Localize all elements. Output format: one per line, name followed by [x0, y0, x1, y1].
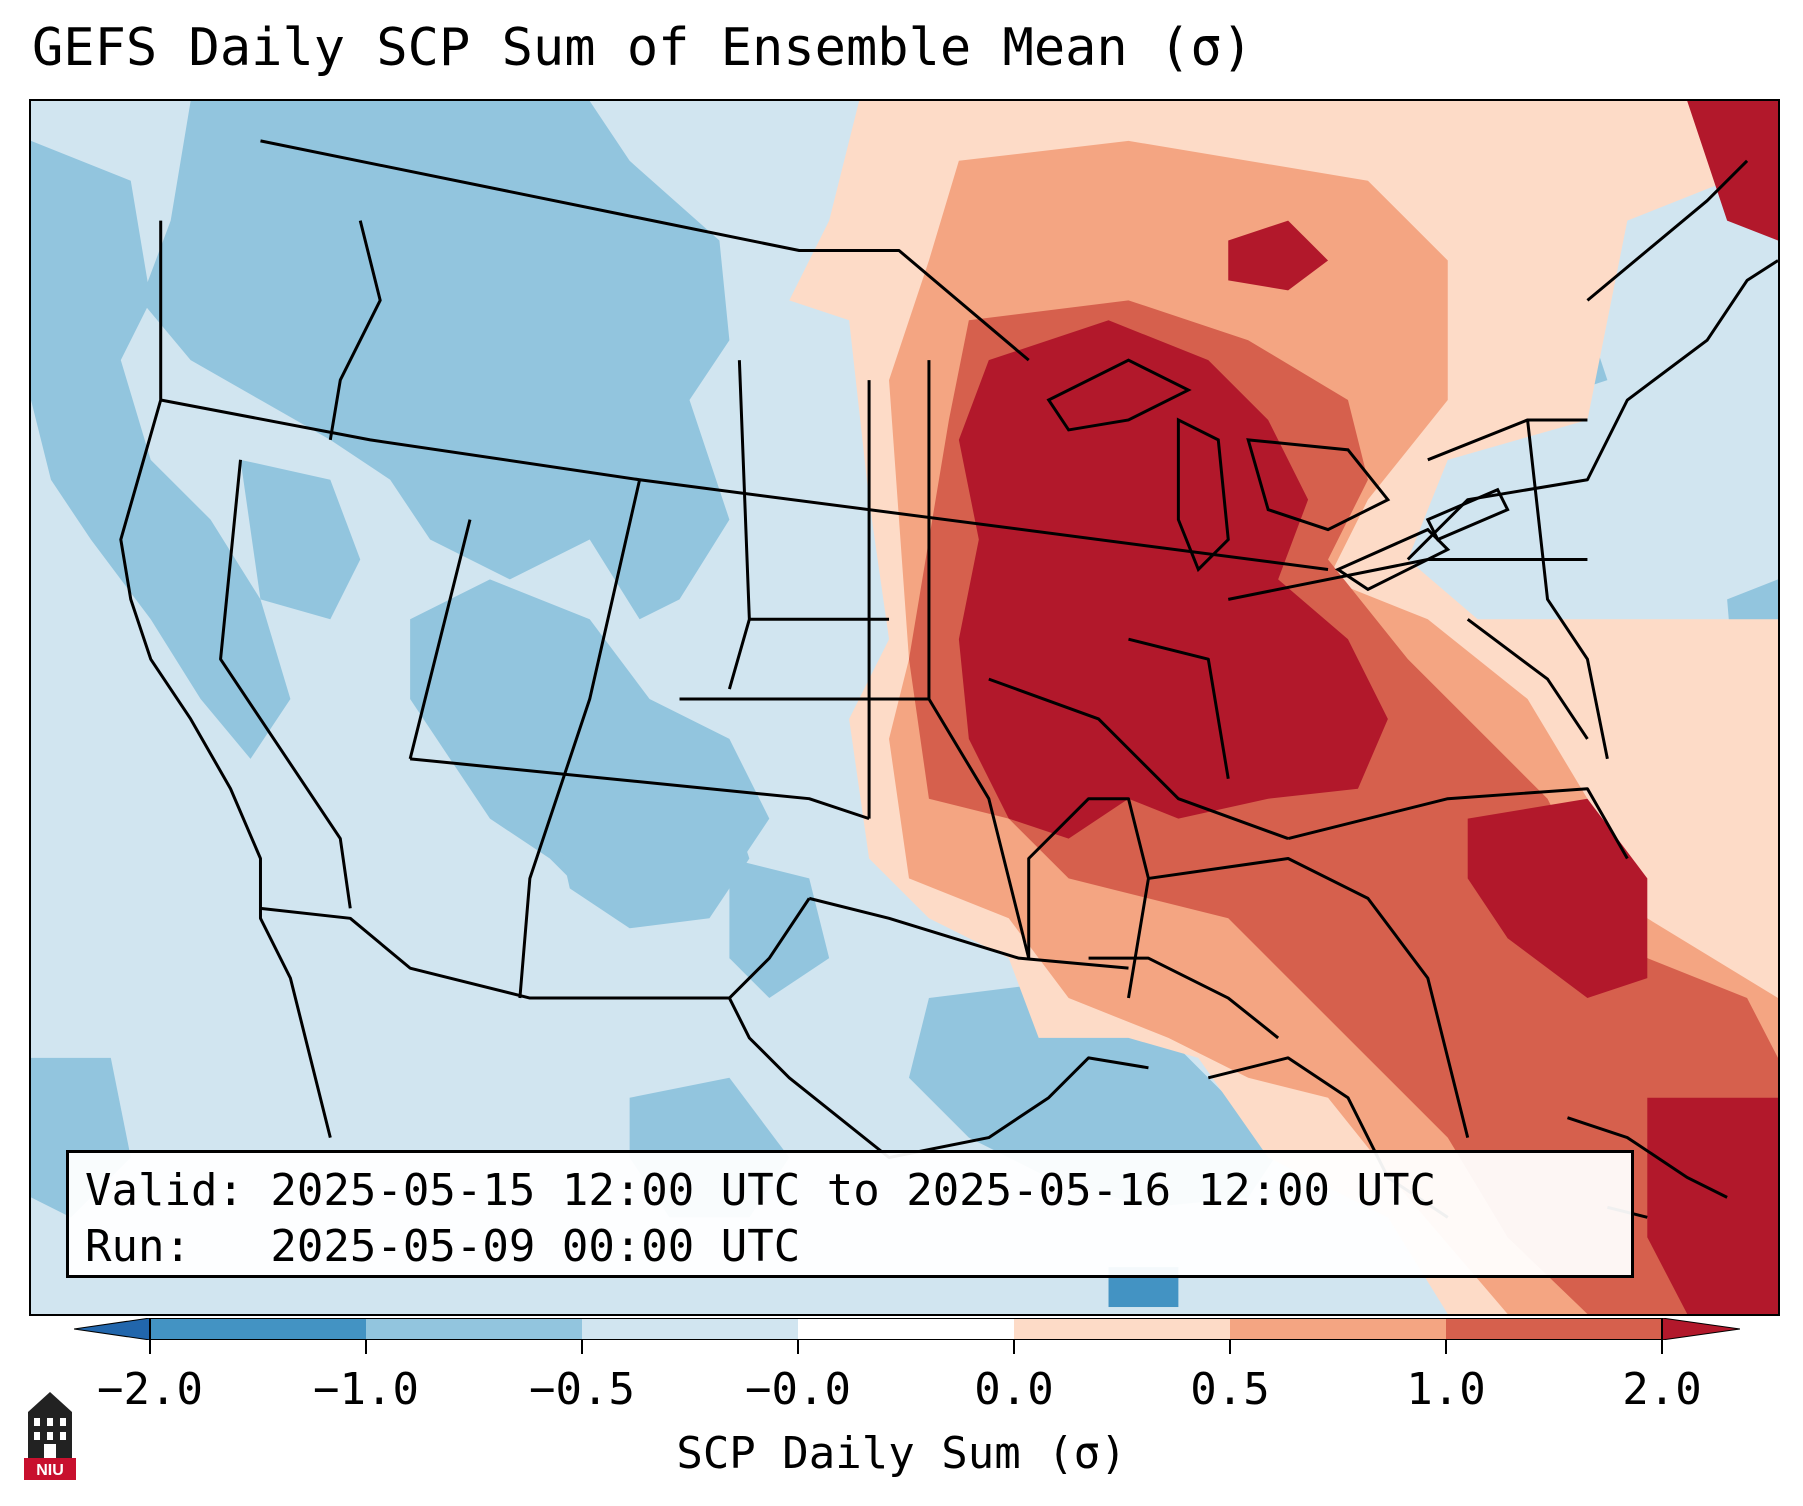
colorbar-tick-mark — [1445, 1340, 1447, 1354]
colorbar-label: SCP Daily Sum (σ) — [676, 1428, 1127, 1479]
colorbar-segment-1 — [150, 1318, 366, 1340]
colorbar-max-extend — [1661, 1318, 1740, 1340]
colorbar-segment-5 — [1014, 1318, 1230, 1340]
colorbar-tick-label: 0.5 — [1190, 1364, 1270, 1415]
colorbar-min-extend — [74, 1318, 151, 1340]
page-title: GEFS Daily SCP Sum of Ensemble Mean (σ) — [32, 18, 1253, 78]
colorbar-tick-mark — [581, 1340, 583, 1354]
colorbar-tick-label: −0.5 — [529, 1364, 635, 1415]
logo-text: NIU — [36, 1462, 64, 1479]
colorbar-segment-7 — [1446, 1318, 1662, 1340]
university-tower-logo: NIU — [24, 1392, 76, 1480]
colorbar-tick-mark — [365, 1340, 367, 1354]
extreme-positive-areas — [958, 101, 1778, 1314]
colorbar-segment-3 — [582, 1318, 798, 1340]
colorbar-tick-mark — [1013, 1340, 1015, 1354]
map-panel — [29, 99, 1780, 1316]
colorbar-tick-mark — [149, 1340, 151, 1354]
colorbar-tick-label: 2.0 — [1622, 1364, 1702, 1415]
valid-time-text: Valid: 2025-05-15 12:00 UTC to 2025-05-1… — [85, 1165, 1437, 1216]
great-lakes — [1046, 358, 1510, 592]
colorbar-tick-mark — [797, 1340, 799, 1354]
colorbar — [74, 1318, 1740, 1340]
colorbar-tick-label: 1.0 — [1406, 1364, 1486, 1415]
colorbar-tick-mark — [1229, 1340, 1231, 1354]
colorbar-tick-label: 0.0 — [974, 1364, 1054, 1415]
political-boundaries — [119, 139, 1778, 1219]
colorbar-tick-label: −1.0 — [313, 1364, 419, 1415]
valid-run-info-box: Valid: 2025-05-15 12:00 UTC to 2025-05-1… — [66, 1150, 1634, 1278]
colorbar-tick-label: −2.0 — [97, 1364, 203, 1415]
run-time-text: Run: 2025-05-09 00:00 UTC — [85, 1221, 801, 1272]
colorbar-tick-mark — [1661, 1340, 1663, 1354]
colorbar-segment-2 — [366, 1318, 582, 1340]
colorbar-segment-4 — [798, 1318, 1014, 1340]
colorbar-segment-6 — [1230, 1318, 1446, 1340]
colorbar-tick-label: −0.0 — [745, 1364, 851, 1415]
scp-field-map — [31, 101, 1778, 1314]
